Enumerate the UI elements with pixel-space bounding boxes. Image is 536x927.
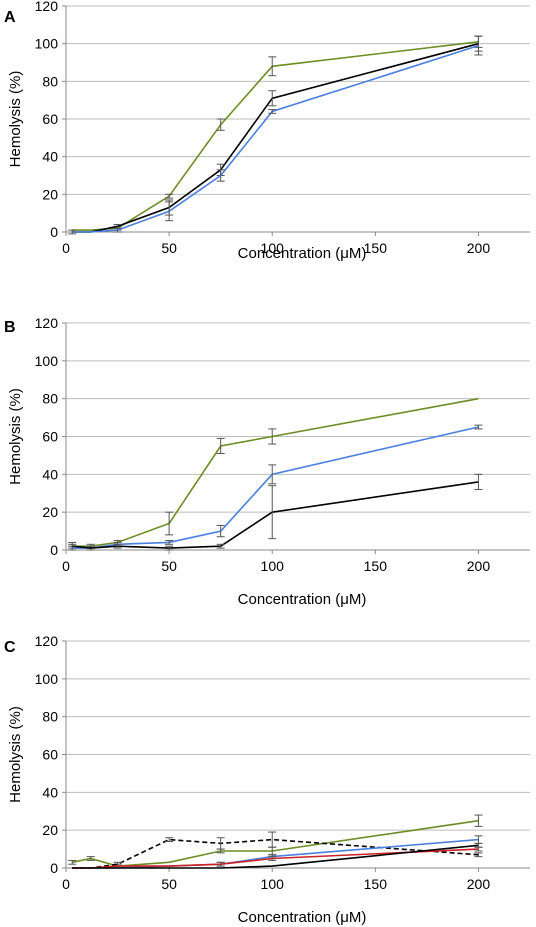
- series-line: [72, 426, 479, 549]
- data-point: [68, 541, 77, 551]
- data-point: [68, 859, 77, 865]
- data-point: [268, 90, 277, 107]
- data-point: [216, 437, 225, 455]
- panel-label: C: [4, 639, 16, 656]
- x-tick-label: 50: [161, 240, 177, 256]
- y-tick-label: 0: [50, 542, 58, 558]
- data-point: [474, 424, 483, 430]
- data-point: [268, 464, 277, 485]
- x-axis-label: Concentration (μM): [238, 591, 367, 608]
- x-tick-label: 150: [364, 876, 388, 892]
- chart-panel-b: 0 20 40 60 80 100 120 0 50 100 150 200 Concentration…: [4, 315, 530, 608]
- data-point: [474, 35, 483, 56]
- data-point: [268, 109, 277, 114]
- series-2: [68, 35, 483, 235]
- data-point: [86, 856, 95, 861]
- x-tick-label: 200: [467, 876, 491, 892]
- y-axis-label: Hemolysis (%): [7, 71, 24, 168]
- chart-panel-c: 0 20 40 60 80 100 120 0 50 100 150 200 Concentration…: [4, 633, 530, 926]
- y-tick-label: 20: [42, 822, 58, 838]
- data-point: [113, 543, 122, 549]
- data-point: [216, 861, 225, 867]
- series-line: [72, 838, 479, 869]
- y-tick-label: 40: [42, 784, 58, 800]
- y-tick-label: 80: [42, 709, 58, 725]
- x-tick-label: 0: [62, 240, 70, 256]
- y-axis-label: Hemolysis (%): [7, 388, 24, 485]
- y-tick-label: 60: [42, 111, 58, 127]
- panel-label: B: [4, 319, 16, 336]
- data-point: [113, 227, 122, 233]
- data-point: [268, 856, 277, 861]
- y-axis-label: Hemolysis (%): [7, 706, 24, 803]
- series-0: [72, 35, 483, 231]
- y-tick-label: 20: [42, 504, 58, 520]
- series-line: [72, 41, 479, 231]
- y-tick-label: 80: [42, 73, 58, 89]
- x-tick-label: 100: [261, 876, 285, 892]
- x-tick-label: 150: [364, 558, 388, 574]
- data-point: [216, 118, 225, 131]
- x-tick-label: 100: [261, 558, 285, 574]
- data-point: [165, 511, 174, 536]
- series-4: [72, 842, 483, 869]
- data-point: [165, 540, 174, 545]
- x-tick-label: 50: [161, 876, 177, 892]
- panel-label: A: [4, 9, 16, 26]
- x-tick-label: 0: [62, 876, 70, 892]
- x-tick-label: 100: [261, 240, 285, 256]
- y-tick-label: 60: [42, 429, 58, 445]
- series-line: [72, 819, 479, 867]
- x-tick-label: 50: [161, 558, 177, 574]
- y-tick-label: 120: [35, 315, 59, 331]
- y-tick-label: 100: [35, 353, 59, 369]
- data-point: [474, 852, 483, 858]
- data-point: [474, 814, 483, 827]
- x-tick-label: 200: [467, 558, 491, 574]
- data-point: [165, 201, 174, 222]
- chart-panel-a: 0 20 40 60 80 100 120 0 50 100 150 200 Concentration…: [4, 0, 530, 262]
- x-tick-label: 200: [467, 240, 491, 256]
- y-tick-label: 60: [42, 747, 58, 763]
- data-point: [216, 543, 225, 549]
- series-line: [72, 844, 479, 869]
- data-point: [474, 842, 483, 848]
- data-point: [268, 831, 277, 848]
- series-2: [68, 473, 483, 551]
- series-line: [72, 397, 479, 548]
- data-point: [268, 485, 277, 540]
- data-point: [216, 837, 225, 850]
- y-tick-label: 20: [42, 186, 58, 202]
- x-tick-label: 150: [364, 240, 388, 256]
- x-axis-label: Concentration (μM): [238, 909, 367, 926]
- data-point: [165, 193, 174, 199]
- data-point: [68, 229, 77, 235]
- data-point: [165, 837, 174, 843]
- y-tick-label: 100: [35, 36, 59, 52]
- data-point: [474, 473, 483, 490]
- y-tick-label: 120: [35, 633, 59, 649]
- y-tick-label: 80: [42, 391, 58, 407]
- y-tick-label: 0: [50, 224, 58, 240]
- y-tick-label: 40: [42, 149, 58, 165]
- series-line: [72, 42, 479, 233]
- data-point: [216, 169, 225, 182]
- x-tick-label: 0: [62, 558, 70, 574]
- series-line: [72, 44, 479, 233]
- y-tick-label: 120: [35, 0, 59, 14]
- data-point: [268, 56, 277, 77]
- y-tick-label: 40: [42, 466, 58, 482]
- data-point: [165, 545, 174, 551]
- data-point: [216, 524, 225, 538]
- data-point: [268, 428, 277, 445]
- y-tick-label: 0: [50, 860, 58, 876]
- x-axis-label: Concentration (μM): [238, 245, 367, 262]
- y-tick-label: 100: [35, 671, 59, 687]
